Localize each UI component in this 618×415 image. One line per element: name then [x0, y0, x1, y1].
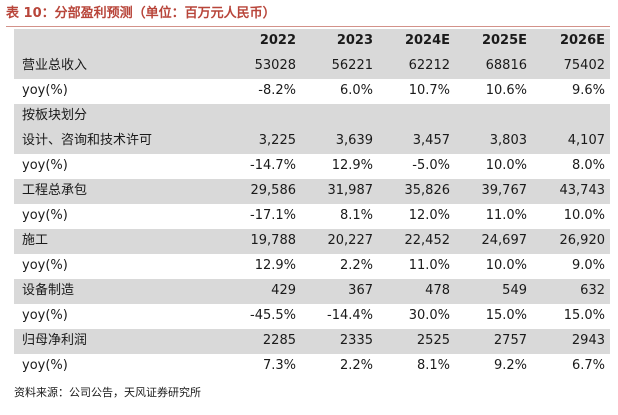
- row-value: 10.0%: [563, 208, 605, 224]
- row-value: 29,586: [250, 183, 297, 199]
- row-value: 11.0%: [485, 208, 527, 224]
- row-label: 设备制造: [22, 283, 75, 299]
- row-value: 12.9%: [254, 258, 296, 274]
- title-divider: [6, 26, 610, 27]
- row-value: 8.1%: [416, 358, 450, 374]
- row-value: 12.9%: [331, 158, 373, 174]
- forecast-table: 2022 2023 2024E 2025E 2026E 营业总收入 53028 …: [14, 29, 610, 379]
- table-row: yoy(%) -8.2% 6.0% 10.7% 10.6% 9.6%: [14, 79, 610, 104]
- row-label: 设计、咨询和技术许可: [22, 133, 153, 149]
- table-row: 营业总收入 53028 56221 62212 68816 75402: [14, 54, 610, 79]
- header-year-cell: 2022: [259, 33, 296, 49]
- row-value: 56221: [331, 58, 373, 74]
- row-value: 2757: [493, 333, 527, 349]
- row-value: 4,107: [567, 133, 605, 149]
- row-value: 2285: [262, 333, 296, 349]
- row-value: 22,452: [404, 233, 451, 249]
- row-value: 3,803: [489, 133, 527, 149]
- row-value: 26,920: [559, 233, 606, 249]
- table-row: yoy(%) -45.5% -14.4% 30.0% 15.0% 15.0%: [14, 304, 610, 329]
- row-value: 2525: [416, 333, 450, 349]
- row-value: 39,767: [481, 183, 528, 199]
- row-label: 工程总承包: [22, 183, 88, 199]
- header-year-cell: 2025E: [481, 33, 527, 49]
- table-header-row: 2022 2023 2024E 2025E 2026E: [14, 29, 610, 54]
- table-row: 设计、咨询和技术许可 3,225 3,639 3,457 3,803 4,107: [14, 129, 610, 154]
- row-value: 10.0%: [485, 158, 527, 174]
- row-label: 按板块划分: [22, 108, 88, 124]
- row-label: yoy(%): [22, 208, 68, 224]
- row-value: -14.7%: [250, 158, 296, 174]
- row-label: yoy(%): [22, 83, 68, 99]
- row-value: 549: [502, 283, 527, 299]
- table-row: yoy(%) 12.9% 2.2% 11.0% 10.0% 9.0%: [14, 254, 610, 279]
- row-value: 2.2%: [339, 258, 373, 274]
- row-value: 7.3%: [262, 358, 296, 374]
- row-value: 2335: [339, 333, 373, 349]
- row-label: 施工: [22, 233, 49, 249]
- row-value: 24,697: [481, 233, 528, 249]
- row-value: -14.4%: [327, 308, 373, 324]
- row-value: 19,788: [250, 233, 297, 249]
- row-value: 3,639: [335, 133, 373, 149]
- header-year-cell: 2024E: [404, 33, 450, 49]
- row-value: 68816: [485, 58, 527, 74]
- row-value: 9.0%: [571, 258, 605, 274]
- row-value: 3,457: [412, 133, 450, 149]
- row-label: yoy(%): [22, 158, 68, 174]
- row-value: 12.0%: [408, 208, 450, 224]
- row-value: 31,987: [327, 183, 374, 199]
- row-value: 6.0%: [339, 83, 373, 99]
- row-value: -45.5%: [250, 308, 296, 324]
- row-label: yoy(%): [22, 258, 68, 274]
- row-value: 2943: [571, 333, 605, 349]
- row-value: -5.0%: [412, 158, 450, 174]
- table-row: 归母净利润 2285 2335 2525 2757 2943: [14, 329, 610, 354]
- header-year-cell: 2023: [336, 33, 373, 49]
- row-label: yoy(%): [22, 308, 68, 324]
- row-label: 归母净利润: [22, 333, 88, 349]
- row-value: 35,826: [404, 183, 451, 199]
- row-value: 9.6%: [571, 83, 605, 99]
- row-value: -8.2%: [258, 83, 296, 99]
- row-value: 367: [348, 283, 373, 299]
- table-row: yoy(%) -14.7% 12.9% -5.0% 10.0% 8.0%: [14, 154, 610, 179]
- row-label: 营业总收入: [22, 58, 88, 74]
- row-value: 9.2%: [493, 358, 527, 374]
- row-value: 429: [271, 283, 296, 299]
- table-row: 按板块划分: [14, 104, 610, 129]
- row-value: 20,227: [327, 233, 374, 249]
- row-value: 75402: [563, 58, 605, 74]
- row-value: 62212: [408, 58, 450, 74]
- header-year-cell: 2026E: [559, 33, 605, 49]
- row-value: 15.0%: [485, 308, 527, 324]
- row-value: 6.7%: [571, 358, 605, 374]
- row-value: 30.0%: [408, 308, 450, 324]
- row-value: 10.0%: [485, 258, 527, 274]
- row-value: 632: [580, 283, 605, 299]
- row-value: 10.7%: [408, 83, 450, 99]
- row-value: 2.2%: [339, 358, 373, 374]
- row-value: 478: [425, 283, 450, 299]
- table-row: yoy(%) -17.1% 8.1% 12.0% 11.0% 10.0%: [14, 204, 610, 229]
- row-label: yoy(%): [22, 358, 68, 374]
- table-title: 表 10：分部盈利预测（单位：百万元人民币）: [6, 6, 276, 21]
- row-value: 15.0%: [563, 308, 605, 324]
- table-row: 工程总承包 29,586 31,987 35,826 39,767 43,743: [14, 179, 610, 204]
- table-row: 设备制造 429 367 478 549 632: [14, 279, 610, 304]
- row-value: 43,743: [559, 183, 606, 199]
- row-value: 11.0%: [408, 258, 450, 274]
- row-value: 8.1%: [339, 208, 373, 224]
- row-value: 3,225: [258, 133, 296, 149]
- row-value: -17.1%: [250, 208, 296, 224]
- source-note: 资料来源：公司公告，天风证券研究所: [14, 386, 201, 399]
- table-row: yoy(%) 7.3% 2.2% 8.1% 9.2% 6.7%: [14, 354, 610, 379]
- row-value: 8.0%: [571, 158, 605, 174]
- row-value: 53028: [254, 58, 296, 74]
- table-row: 施工 19,788 20,227 22,452 24,697 26,920: [14, 229, 610, 254]
- row-value: 10.6%: [485, 83, 527, 99]
